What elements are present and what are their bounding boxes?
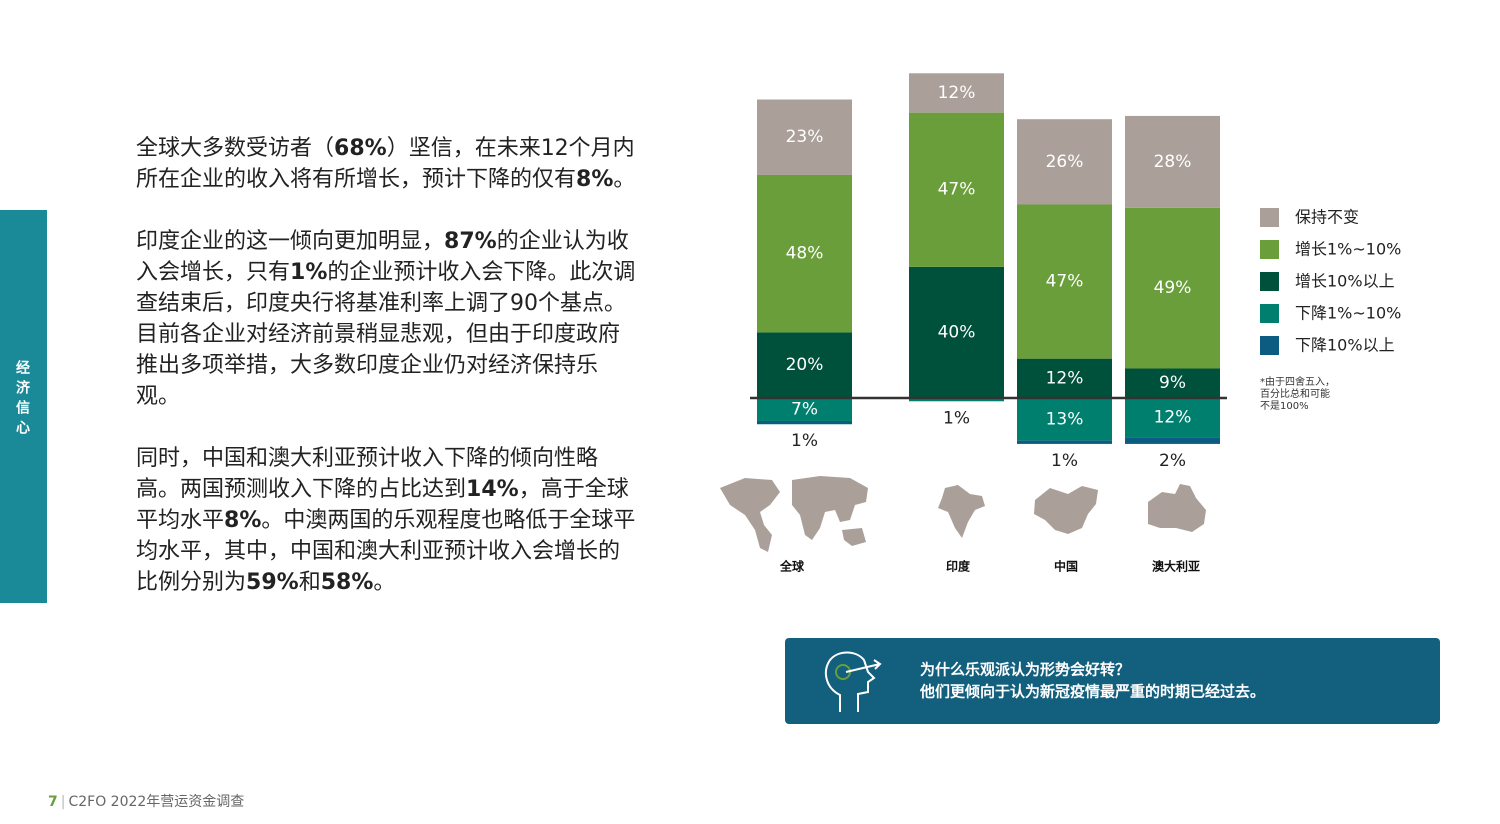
text-run: 。: [613, 167, 636, 192]
value-label: 13%: [1046, 409, 1084, 429]
value-label: 47%: [938, 180, 976, 200]
text-run: 印度企业的这一倾向更加明显，: [136, 229, 445, 254]
paragraph: 印度企业的这一倾向更加明显，87%的企业认为收入会增长，只有1%的企业预计收入会…: [136, 226, 641, 412]
callout-text: 为什么乐观派认为形势会好转？: [920, 661, 1130, 679]
sidebar-tab: 经济信心: [0, 210, 47, 603]
value-label: 1%: [1051, 451, 1078, 471]
legend-label: 保持不变: [1295, 208, 1359, 227]
sidebar-label: 经济信心: [14, 360, 30, 440]
china-map: [1034, 486, 1098, 534]
callout-icon: [824, 651, 882, 712]
bold-text: 68%: [334, 136, 387, 161]
bold-text: 87%: [444, 229, 497, 254]
bar-segment: [757, 99, 852, 175]
value-label: 2%: [1159, 451, 1186, 471]
category-label: 印度: [946, 559, 971, 574]
bold-text: 59%: [246, 570, 299, 595]
bold-text: 14%: [466, 477, 519, 502]
bar-segment: [1125, 115, 1220, 208]
bar-segment: [1017, 440, 1112, 444]
bold-text: 8%: [224, 508, 262, 533]
paragraph: 同时，中国和澳大利亚预计收入下降的倾向性略高。两国预测收入下降的占比达到14%，…: [136, 443, 641, 598]
value-label: 23%: [786, 127, 824, 147]
callout-box: [785, 638, 1440, 724]
bar-segment: [909, 112, 1004, 267]
legend-swatch: [1260, 240, 1279, 259]
legend-label: 增长10%以上: [1295, 272, 1395, 291]
text-run: 和: [298, 570, 321, 595]
value-label: 26%: [1046, 152, 1084, 172]
text-run: 同时，中国和澳大利亚预计收入下降的倾向性略高。两国预测收入下降的占比达到: [136, 446, 599, 502]
bold-text: 8%: [576, 167, 614, 192]
value-label: 1%: [943, 408, 970, 428]
bar-segment: [757, 420, 852, 425]
legend-swatch: [1260, 336, 1279, 355]
footer-title: C2FO 2022年营运资金调查: [68, 794, 245, 810]
bar-segment: [909, 266, 1004, 398]
category-label: 澳大利亚: [1152, 559, 1200, 574]
paragraph: 全球大多数受访者（68%）坚信，在未来12个月内所在企业的收入将有所增长，预计下…: [136, 133, 641, 195]
text-run: 。: [373, 570, 396, 595]
bar-segment: [1017, 204, 1112, 359]
bar-segment: [1125, 398, 1220, 438]
bar-segment: [909, 73, 1004, 113]
bar-segment: [1125, 207, 1220, 369]
footnote: *由于四舍五入，: [1260, 375, 1335, 388]
value-label: 48%: [786, 244, 824, 264]
text-run: 。中澳两国的乐观程度也略低于全球平均水平，其中，中国和澳大利亚预计收入会增长的比…: [136, 508, 636, 595]
value-label: 7%: [791, 399, 818, 419]
world-map: [720, 476, 868, 552]
footer: 7 | C2FO 2022年营运资金调查: [48, 791, 244, 811]
bar-segment: [1125, 368, 1220, 398]
text-run: ）坚信，在未来12个月内所在企业的收入将有所增长，预计下降的仅有: [136, 136, 635, 192]
text-run: 的企业认为收入会增长，只有: [136, 229, 629, 285]
australia-map: [1148, 484, 1206, 532]
bar-segment: [757, 398, 852, 421]
bold-text: 58%: [320, 570, 374, 595]
bar-segment: [1125, 437, 1220, 444]
value-label: 9%: [1159, 373, 1186, 393]
category-label: 中国: [1054, 559, 1078, 574]
separator: |: [60, 794, 66, 810]
value-label: 47%: [1046, 272, 1084, 292]
value-label: 28%: [1154, 152, 1192, 172]
bar-segment: [757, 174, 852, 333]
bar-segment: [757, 332, 852, 398]
value-label: 12%: [938, 83, 976, 103]
legend-label: 下降10%以上: [1295, 336, 1395, 355]
bold-text: 1%: [290, 260, 328, 285]
footnote: 百分比总和可能: [1260, 387, 1330, 400]
bar-segment: [909, 398, 1004, 402]
text-run: 的企业预计收入会下降。此次调查结束后，印度央行将基准利率上调了90个基点。目前各…: [136, 260, 636, 409]
legend-label: 增长1%~10%: [1295, 240, 1401, 259]
legend-swatch: [1260, 304, 1279, 323]
value-label: 20%: [786, 355, 824, 375]
value-label: 49%: [1154, 278, 1192, 298]
text-run: ，高于全球平均水平: [136, 477, 629, 533]
india-map: [938, 485, 985, 538]
body-text: 全球大多数受访者（68%）坚信，在未来12个月内所在企业的收入将有所增长，预计下…: [136, 133, 641, 629]
maps: [720, 476, 1206, 552]
text-run: 全球大多数受访者（: [136, 136, 335, 161]
legend-label: 下降1%~10%: [1295, 304, 1401, 323]
legend-swatch: [1260, 272, 1279, 291]
bar-segment: [1017, 358, 1112, 398]
footnote: 不是100%: [1260, 400, 1309, 412]
bar-segment: [1017, 119, 1112, 205]
page-number: 7: [48, 794, 58, 810]
value-label: 12%: [1154, 408, 1192, 428]
legend-swatch: [1260, 208, 1279, 227]
value-label: 12%: [1046, 368, 1084, 388]
bar-segment: [1017, 398, 1112, 441]
category-label: 全球: [779, 559, 805, 574]
value-label: 40%: [938, 322, 976, 342]
callout-text: 他们更倾向于认为新冠疫情最严重的时期已经过去。: [919, 683, 1265, 701]
value-label: 1%: [791, 431, 818, 451]
